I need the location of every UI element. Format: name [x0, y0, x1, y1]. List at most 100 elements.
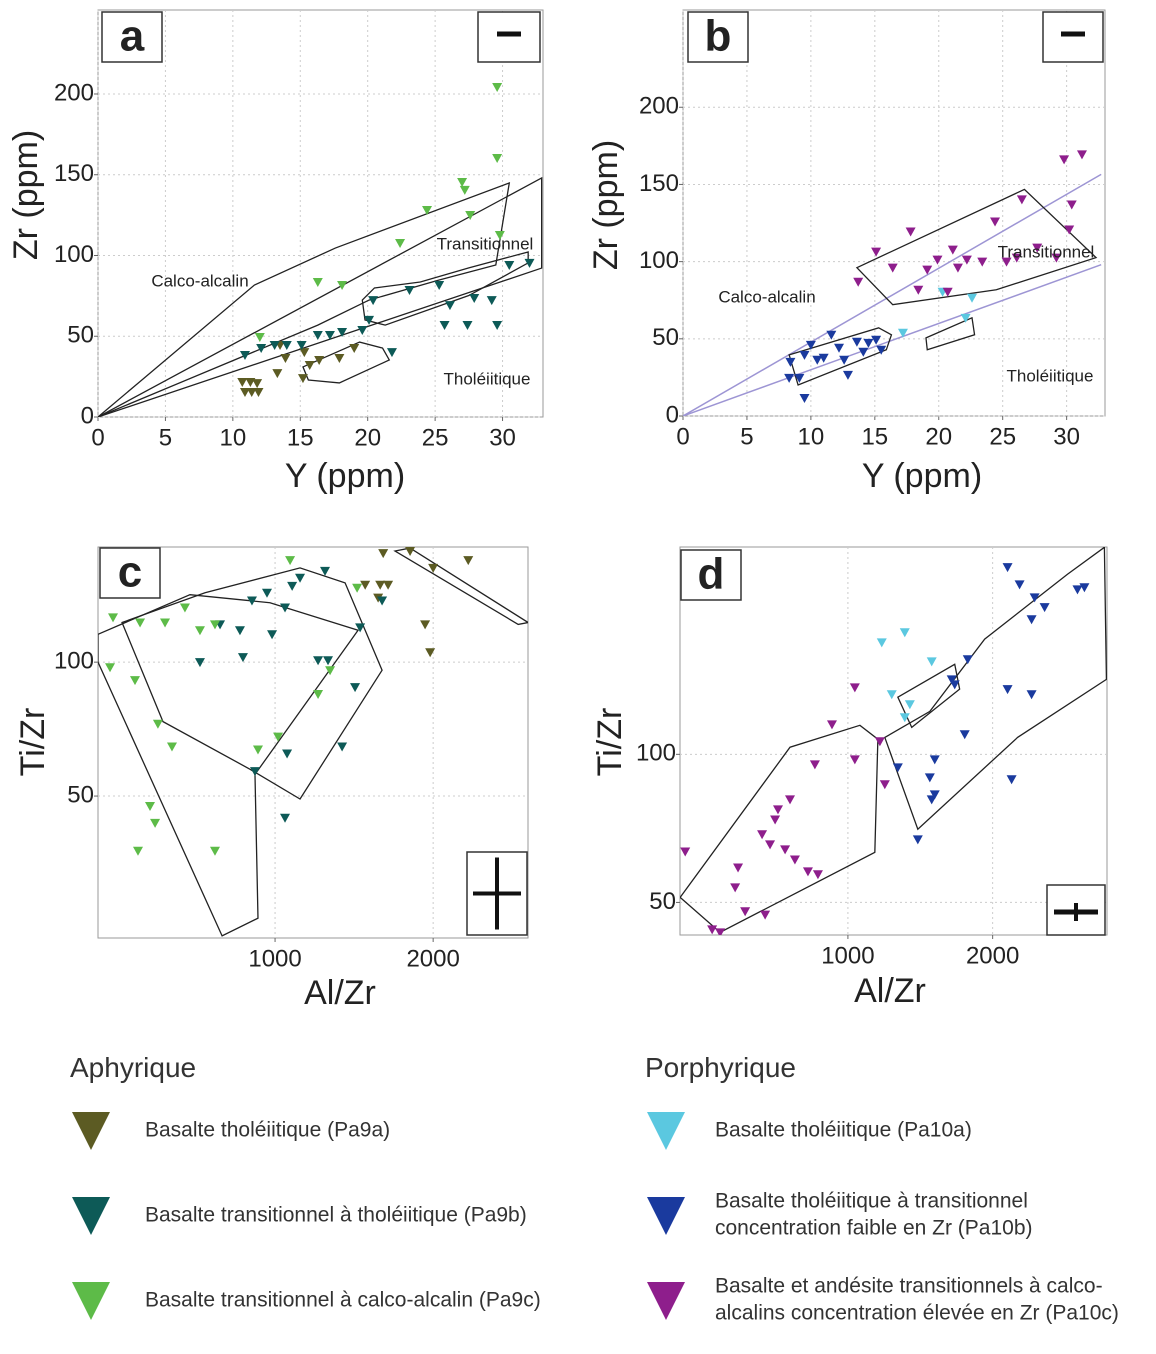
x-axis-label: Al/Zr	[854, 972, 926, 1010]
data-point	[304, 360, 315, 370]
data-point	[952, 263, 963, 273]
data-point	[886, 690, 897, 700]
data-point	[209, 620, 220, 630]
data-point	[802, 867, 813, 877]
data-point	[929, 790, 940, 800]
data-point	[246, 387, 257, 397]
data-point	[899, 713, 910, 723]
data-point	[876, 345, 887, 355]
data-point	[805, 340, 816, 350]
legend-marker	[645, 1193, 689, 1237]
data-point	[904, 700, 915, 710]
data-point	[323, 656, 334, 666]
x-tick-label: 0	[676, 423, 689, 450]
data-point	[280, 813, 291, 823]
data-point	[325, 666, 336, 676]
data-point	[297, 374, 308, 384]
panel-label-box	[99, 547, 161, 599]
plot-content	[98, 83, 543, 417]
data-point	[281, 340, 292, 350]
legend-marker-icon	[647, 1282, 685, 1320]
y-tick-label: 100	[54, 241, 94, 268]
data-point	[194, 658, 205, 668]
data-point	[1076, 150, 1087, 160]
data-point	[285, 556, 296, 566]
field-outline	[925, 316, 976, 351]
data-point	[267, 630, 278, 640]
data-point	[1039, 603, 1050, 613]
data-point	[273, 732, 284, 742]
x-tick-label: 5	[159, 424, 172, 451]
data-point	[504, 261, 515, 271]
region-label: Calco-alcalin	[151, 271, 248, 290]
data-point	[1001, 257, 1012, 267]
data-point	[152, 719, 163, 729]
data-point	[785, 357, 796, 367]
data-point	[299, 348, 310, 358]
data-point	[239, 387, 250, 397]
panel-label-box	[680, 549, 742, 601]
data-point	[375, 580, 386, 590]
y-tick-label: 200	[54, 79, 94, 106]
data-point	[434, 281, 445, 291]
data-point	[377, 596, 388, 606]
data-point	[784, 373, 795, 383]
data-point	[812, 355, 823, 365]
x-tick-label: 15	[287, 424, 314, 451]
data-point	[337, 328, 348, 338]
x-tick-label: 20	[354, 424, 381, 451]
data-point	[887, 263, 898, 273]
data-point	[789, 855, 800, 865]
legend-marker	[70, 1278, 114, 1322]
data-point	[834, 343, 845, 353]
data-point	[287, 581, 298, 591]
x-tick-label: 5	[740, 423, 753, 450]
data-point	[360, 580, 371, 590]
legend-label: Basalte et andésite transitionnels à cal…	[715, 1274, 1119, 1325]
data-point	[349, 344, 360, 354]
data-point	[1029, 593, 1040, 603]
data-point	[947, 245, 958, 255]
data-point	[256, 344, 267, 354]
data-point	[1032, 243, 1043, 253]
y-tick-label: 200	[639, 93, 679, 120]
data-point	[261, 588, 272, 598]
data-point	[760, 910, 771, 920]
field-outline	[361, 251, 529, 326]
data-point	[524, 258, 535, 268]
data-point	[135, 618, 146, 628]
region-label: Tholéiitique	[444, 369, 531, 388]
sign-box	[477, 11, 541, 63]
data-point	[849, 683, 860, 693]
data-point	[357, 325, 368, 335]
data-point	[1059, 155, 1070, 165]
data-point	[990, 217, 1001, 227]
data-point	[826, 720, 837, 730]
data-point	[757, 830, 768, 840]
data-point	[314, 355, 325, 365]
legend-title: Porphyrique	[645, 1052, 796, 1083]
data-point	[272, 369, 283, 379]
x-tick-label: 15	[861, 423, 888, 450]
data-point	[849, 755, 860, 765]
panel-label: c	[118, 548, 142, 597]
data-point	[352, 583, 363, 593]
data-point	[879, 780, 890, 790]
data-point	[383, 580, 394, 590]
y-tick-label: 0	[666, 401, 679, 428]
data-point	[237, 653, 248, 663]
data-point	[150, 818, 161, 828]
field-outline	[98, 176, 543, 417]
plot-area	[682, 9, 1106, 417]
data-point	[809, 760, 820, 770]
data-point	[166, 742, 177, 752]
data-point	[237, 377, 248, 387]
legend-marker-icon	[72, 1282, 110, 1320]
panel-label: b	[705, 12, 732, 61]
data-point	[967, 293, 978, 303]
legend-triangle	[72, 1197, 110, 1235]
data-point	[897, 328, 908, 338]
data-point	[105, 663, 116, 673]
data-point	[839, 355, 850, 365]
data-point	[462, 320, 473, 330]
